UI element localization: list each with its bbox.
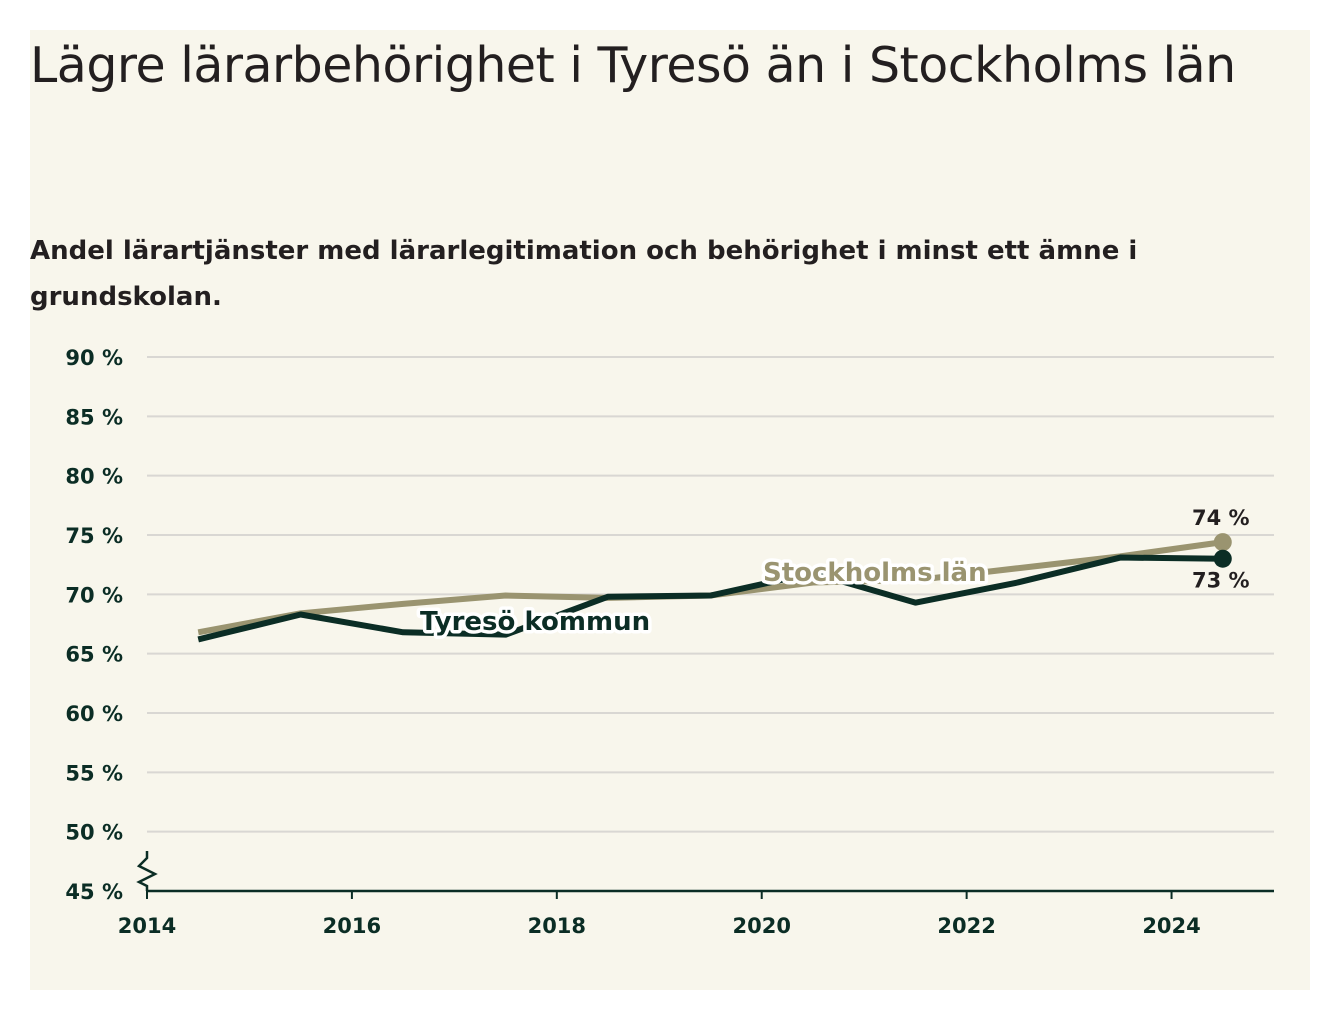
y-tick-label: 45 % (65, 880, 123, 904)
series-label-stockholm-halo: Stockholms län (763, 558, 987, 588)
chart-subtitle: Andel lärartjänster med lärarlegitimatio… (30, 236, 1138, 312)
series-label-tyreso-halo: Tyresö kommun (420, 607, 650, 637)
y-tick-label: 75 % (65, 524, 123, 548)
y-tick-label: 60 % (65, 702, 123, 726)
y-axis: 45 % 50 % 55 % 60 % 65 % 70 % 75 % 80 % 85 % 90 % (65, 346, 158, 904)
y-tick-label: 50 % (65, 821, 123, 845)
y-tick-label: 85 % (65, 405, 123, 429)
chart-title: Lägre lärarbehörighet i Tyresö än i Stoc… (30, 37, 1236, 94)
x-tick-label: 2024 (1142, 914, 1200, 938)
y-tick-label: 55 % (65, 761, 123, 785)
y-tick-label: 80 % (65, 465, 123, 489)
series-end-point-0 (1213, 533, 1232, 552)
series-end-point-1 (1213, 549, 1232, 568)
series-lines (197, 533, 1232, 643)
x-tick-label: 2022 (937, 914, 995, 938)
axis-break (136, 851, 158, 891)
x-tick-label: 2016 (323, 914, 381, 938)
series-label-tyreso: Tyresö kommun (420, 607, 650, 637)
x-tick-label: 2014 (118, 914, 176, 938)
chart-panel (30, 30, 1310, 990)
end-label-tyreso: 73 % (1192, 569, 1250, 593)
end-label-stockholm: 74 % (1192, 506, 1250, 530)
series-line-1 (197, 554, 1223, 643)
y-tick-label: 90 % (65, 346, 123, 370)
y-tick-label: 65 % (65, 643, 123, 667)
series-label-stockholm: Stockholms län (763, 558, 987, 588)
x-tick-label: 2018 (528, 914, 586, 938)
x-tick-label: 2020 (733, 914, 791, 938)
series-line-0 (197, 539, 1224, 636)
x-axis: 2014 2016 2018 2020 2022 2024 (118, 889, 1274, 938)
y-tick-label: 70 % (65, 583, 123, 607)
